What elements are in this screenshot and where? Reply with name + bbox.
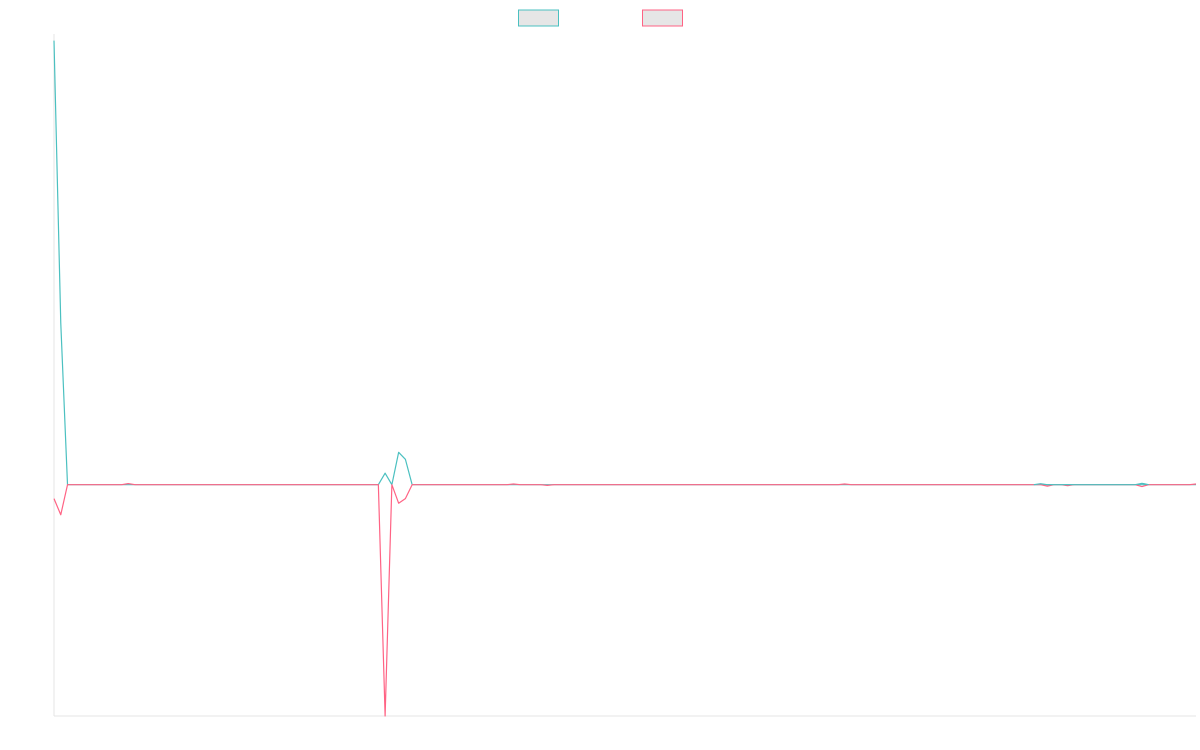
series-line-3: [1033, 482, 1149, 486]
axes: [53, 34, 1196, 717]
legend-swatch-2[interactable]: [642, 9, 683, 27]
series-line-2: [53, 482, 1197, 717]
legend-swatch-1[interactable]: [518, 9, 559, 27]
series-line-1: [53, 40, 1196, 486]
legend[interactable]: [518, 9, 683, 27]
series-layer: [53, 40, 1197, 717]
